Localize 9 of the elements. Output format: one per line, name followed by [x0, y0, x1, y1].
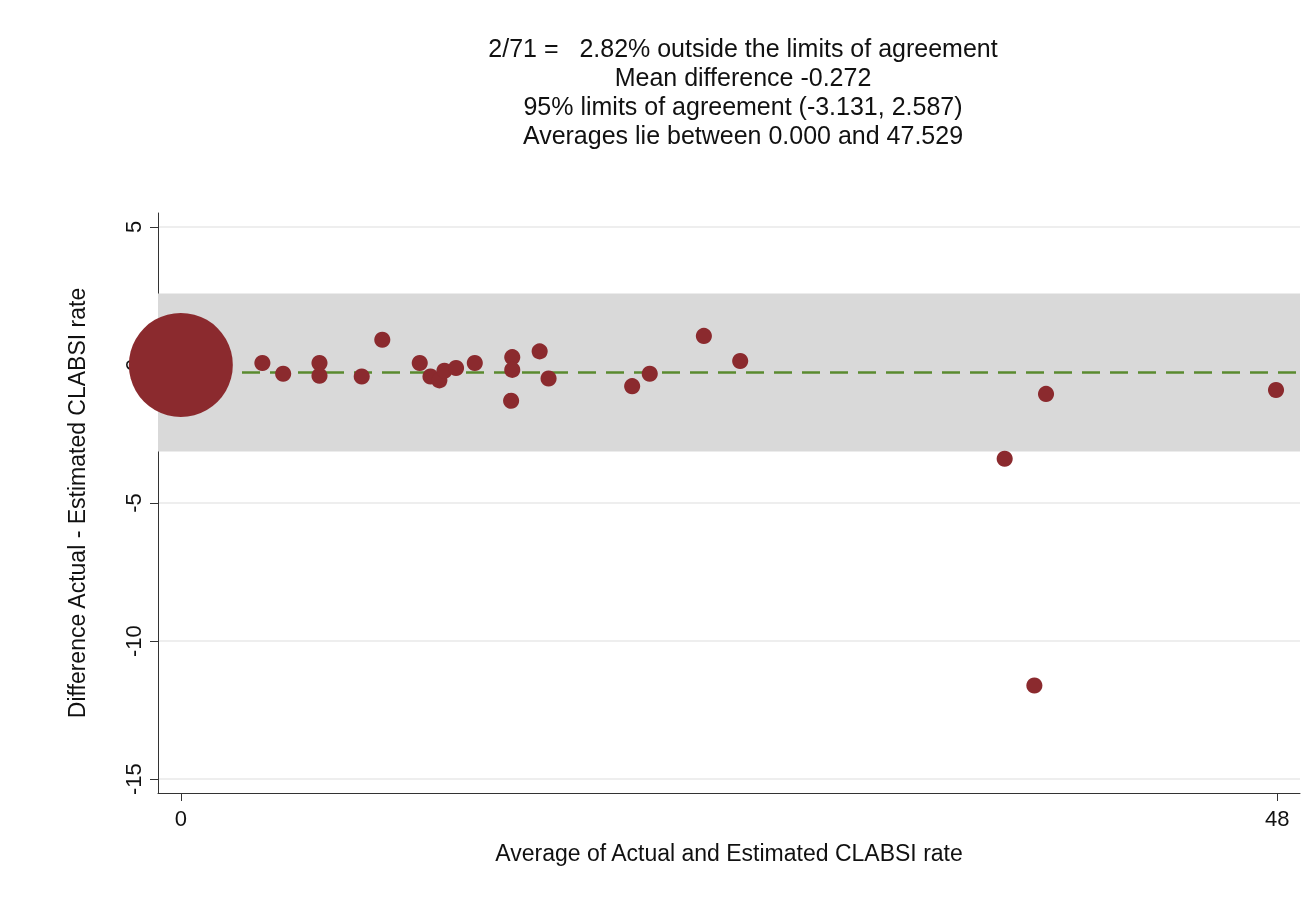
- x-tick-label: 48: [1264, 805, 1290, 831]
- x-tick-label: 0: [174, 805, 187, 831]
- y-tick-label: -10: [120, 625, 146, 657]
- y-tick-label: -15: [120, 763, 146, 796]
- chart-title: 2/71 = 2.82% outside the limits of agreement Mean difference -0.272 95% limits of agreement (-3.131, 2.587) Averages lie between 0.000 and 47.529: [488, 33, 998, 149]
- y-tick-label: 5: [120, 220, 146, 233]
- y-tick-label: -5: [120, 493, 146, 513]
- y-axis-title: Difference Actual - Estimated CLABSI rate: [63, 287, 90, 719]
- x-axis-title: Average of Actual and Estimated CLABSI rate: [495, 839, 963, 866]
